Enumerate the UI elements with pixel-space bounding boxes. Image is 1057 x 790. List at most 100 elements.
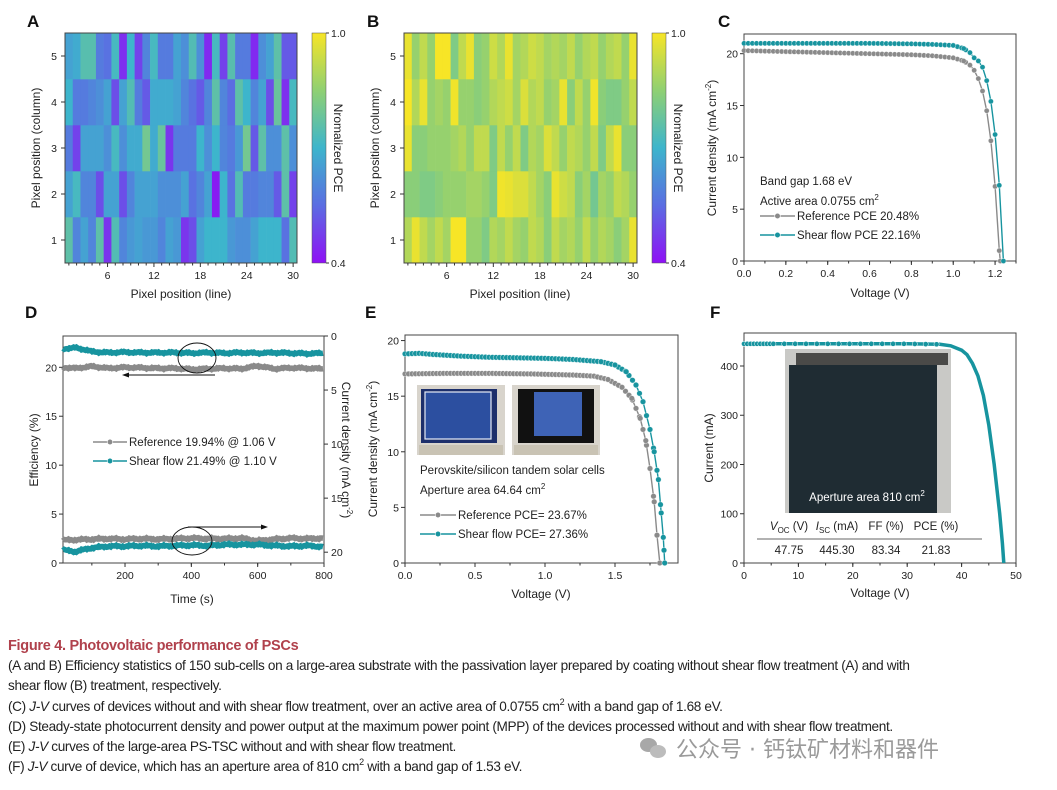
caption-segment: (C) (8, 698, 30, 714)
caption-title: Figure 4. Photovoltaic performance of PS… (8, 638, 299, 654)
b-x-tick-label: 24 (581, 270, 593, 282)
b-heatmap-cell (551, 125, 560, 172)
b-heatmap-cell (536, 125, 545, 172)
e-data-point (632, 381, 640, 389)
a-heatmap-cell (142, 171, 151, 218)
c-data-point (975, 58, 982, 64)
b-heatmap-cell (466, 217, 475, 264)
f-y-tick-label: 100 (720, 509, 738, 521)
c-data-point (950, 42, 957, 49)
b-heatmap-cell (481, 125, 490, 172)
f-inset-aperture-label: Aperture area 810 cm2 (809, 489, 925, 504)
c-x-tick-label: 0.6 (862, 268, 877, 280)
f-data-point (835, 340, 842, 347)
d-y-tick-label: 10 (45, 460, 57, 472)
d-x-tick-label: 400 (183, 570, 201, 582)
d-y2-axis-title: Current density (mA cm-2) (339, 382, 354, 519)
panel-label-f: F (710, 303, 720, 322)
b-heatmap-cell (605, 171, 614, 218)
d-x-tick-label: 800 (315, 570, 333, 582)
b-colorbar-max: 1.0 (671, 28, 686, 40)
b-y-tick-label: 3 (390, 143, 396, 155)
f-data-point (824, 340, 831, 347)
a-heatmap-cell (211, 125, 220, 172)
b-heatmap-cell (504, 33, 514, 80)
e-data-point (629, 377, 636, 384)
f-data-point (901, 340, 907, 347)
b-heatmap-cell (419, 171, 428, 218)
a-heatmap-cell (173, 125, 182, 172)
f-table-header-isc: ISC (mA) (816, 521, 859, 535)
b-heatmap-cell (504, 79, 514, 126)
c-data-point (971, 67, 978, 74)
a-heatmap-cell (88, 33, 97, 80)
e-data-point (636, 390, 643, 397)
f-data-point (770, 340, 777, 347)
a-heatmap-cell (80, 125, 89, 172)
e-data-point (628, 395, 635, 402)
c-x-tick-label: 0.4 (820, 268, 835, 280)
d-legend-marker (106, 438, 114, 446)
a-heatmap-cell (289, 33, 298, 80)
b-heatmap-cell (621, 217, 630, 264)
e-data-point (660, 534, 667, 541)
c-x-tick-label: 0.8 (904, 268, 919, 280)
d-legend-shear-flow: Shear flow 21.49% @ 1.10 V (129, 456, 277, 468)
b-heatmap-cell (543, 125, 552, 172)
b-heatmap-cell (536, 33, 545, 80)
c-data-point (960, 45, 967, 52)
b-heatmap-cell (621, 171, 630, 218)
b-heatmap-cell (419, 79, 428, 126)
b-colorbar-title: Nromalized PCE (671, 104, 685, 193)
e-y-tick-label: 10 (387, 447, 399, 459)
panel-label-e: E (365, 303, 376, 322)
e-data-point (657, 501, 664, 508)
caption-line: (C) J-V curves of devices without and wi… (8, 697, 1053, 717)
caption-line: (D) Steady-state photocurrent density an… (8, 717, 1053, 737)
e-annotation-device: Perovskite/silicon tandem solar cells (420, 465, 605, 477)
b-heatmap-cell (559, 217, 568, 264)
d-right-arrowhead (261, 524, 268, 530)
e-x-axis-title: Voltage (V) (511, 587, 570, 601)
a-heatmap-cell (95, 171, 104, 218)
f-photo-module (789, 365, 937, 513)
a-heatmap-cell (157, 171, 166, 218)
a-heatmap-cell (235, 217, 244, 264)
a-heatmap-cell (281, 125, 290, 172)
b-heatmap-cell (582, 217, 591, 264)
e-legend-marker (434, 511, 442, 519)
b-heatmap-cell (427, 171, 436, 218)
a-colorbar-max: 1.0 (331, 28, 346, 40)
a-heatmap-cell (219, 171, 228, 218)
c-annotation-active-area: Active area 0.0755 cm2 (760, 193, 879, 208)
a-heatmap-cell (157, 125, 166, 172)
a-heatmap-cell (134, 217, 143, 264)
b-heatmap-cell (489, 79, 498, 126)
b-heatmap-cell (481, 33, 490, 80)
f-x-tick-label: 20 (847, 570, 859, 582)
a-heatmap-cell (188, 125, 197, 172)
d-series-line (61, 540, 324, 556)
a-heatmap-cell (65, 171, 74, 218)
caption-segment: with a band gap of 1.53 eV. (363, 759, 523, 775)
a-heatmap-cell (273, 33, 282, 80)
f-table-header-ff: FF (%) (868, 521, 903, 533)
e-photo-ruler (514, 445, 598, 455)
a-heatmap-cell (142, 79, 151, 126)
b-heatmap-cell (574, 171, 583, 218)
a-heatmap-cell (250, 79, 259, 126)
e-data-point (655, 476, 662, 483)
c-legend-reference: Reference PCE 20.48% (797, 211, 919, 223)
b-heatmap-cell (466, 125, 475, 172)
b-heatmap-cell (473, 33, 482, 80)
a-colorbar (311, 32, 327, 264)
caption-segment: (E) (8, 739, 29, 755)
a-y-tick-label: 5 (51, 51, 57, 63)
a-heatmap-cell (266, 33, 275, 80)
watermark: 公众号 · 钙钛矿材料和器件 (640, 732, 939, 764)
a-heatmap-cell (111, 217, 120, 264)
b-heatmap-cell (590, 171, 599, 218)
b-heatmap-cell (613, 171, 622, 218)
b-heatmap-cell (598, 171, 607, 218)
e-data-point (650, 493, 657, 500)
